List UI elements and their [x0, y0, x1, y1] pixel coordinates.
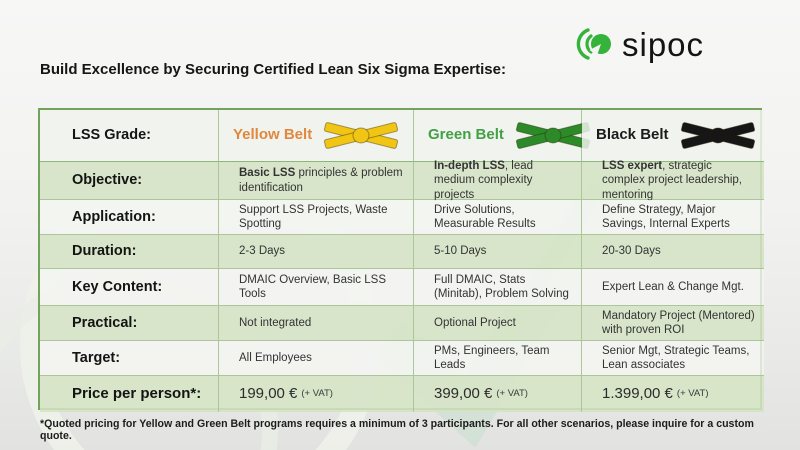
- practical-black: Mandatory Project (Mentored) with proven…: [582, 306, 764, 341]
- duration-yellow: 2-3 Days: [219, 235, 414, 269]
- price-black: 1.399,00 € (+ VAT): [582, 376, 764, 412]
- target-black: Senior Mgt, Strategic Teams, Lean associ…: [582, 341, 764, 376]
- duration-black: 20-30 Days: [582, 235, 764, 269]
- application-green: Drive Solutions, Measurable Results: [414, 200, 582, 235]
- practical-green: Optional Project: [414, 306, 582, 341]
- vat-note: (+ VAT): [496, 388, 528, 400]
- objective-green: In-depth LSS, lead medium complexity pro…: [414, 160, 582, 201]
- yellow-belt-label: Yellow Belt: [233, 126, 313, 144]
- objective-yellow: Basic LSS principles & problem identific…: [219, 162, 414, 200]
- application-yellow: Support LSS Projects, Waste Spotting: [219, 200, 414, 235]
- price-green: 399,00 € (+ VAT): [414, 376, 582, 412]
- vat-note: (+ VAT): [676, 388, 709, 400]
- row-label: Key Content:: [40, 269, 219, 306]
- price-yellow: 199,00 € (+ VAT): [219, 376, 414, 412]
- lss-comparison-table: LSS Grade: Yellow Belt Green Belt: [38, 108, 764, 412]
- duration-green: 5-10 Days: [414, 235, 582, 269]
- page-title: Build Excellence by Securing Certified L…: [40, 61, 506, 78]
- row-label: Target:: [40, 341, 219, 376]
- key-content-yellow: DMAIC Overview, Basic LSS Tools: [219, 269, 414, 306]
- application-black: Define Strategy, Major Savings, Internal…: [582, 200, 764, 235]
- key-content-black: Expert Lean & Change Mgt.: [582, 269, 764, 306]
- objective-black: LSS expert, strategic complex project le…: [582, 160, 764, 201]
- row-label: Application:: [40, 200, 219, 235]
- key-content-green: Full DMAIC, Stats (Minitab), Problem Sol…: [414, 269, 582, 306]
- row-label: Duration:: [40, 235, 219, 269]
- row-label: Practical:: [40, 306, 219, 341]
- footnote: *Quoted pricing for Yellow and Green Bel…: [40, 418, 754, 442]
- logo-wordmark: sipoc: [622, 25, 705, 63]
- black-belt-label: Black Belt: [596, 126, 669, 144]
- practical-yellow: Not integrated: [219, 306, 414, 341]
- header-label: LSS Grade:: [40, 110, 219, 162]
- yellow-belt-icon: [324, 121, 399, 149]
- black-belt-icon: [680, 121, 755, 149]
- green-belt-label: Green Belt: [428, 126, 504, 144]
- column-header-yellow-belt: Yellow Belt: [219, 110, 414, 162]
- column-header-black-belt: Black Belt: [582, 110, 764, 162]
- vat-note: (+ VAT): [301, 388, 333, 400]
- column-header-green-belt: Green Belt: [414, 110, 590, 162]
- logo-icon: [576, 28, 611, 60]
- logo: sipoc: [576, 24, 704, 64]
- row-label: Price per person*:: [40, 376, 219, 412]
- target-yellow: All Employees: [219, 341, 414, 376]
- row-label: Objective:: [40, 162, 219, 200]
- target-green: PMs, Engineers, Team Leads: [414, 341, 582, 376]
